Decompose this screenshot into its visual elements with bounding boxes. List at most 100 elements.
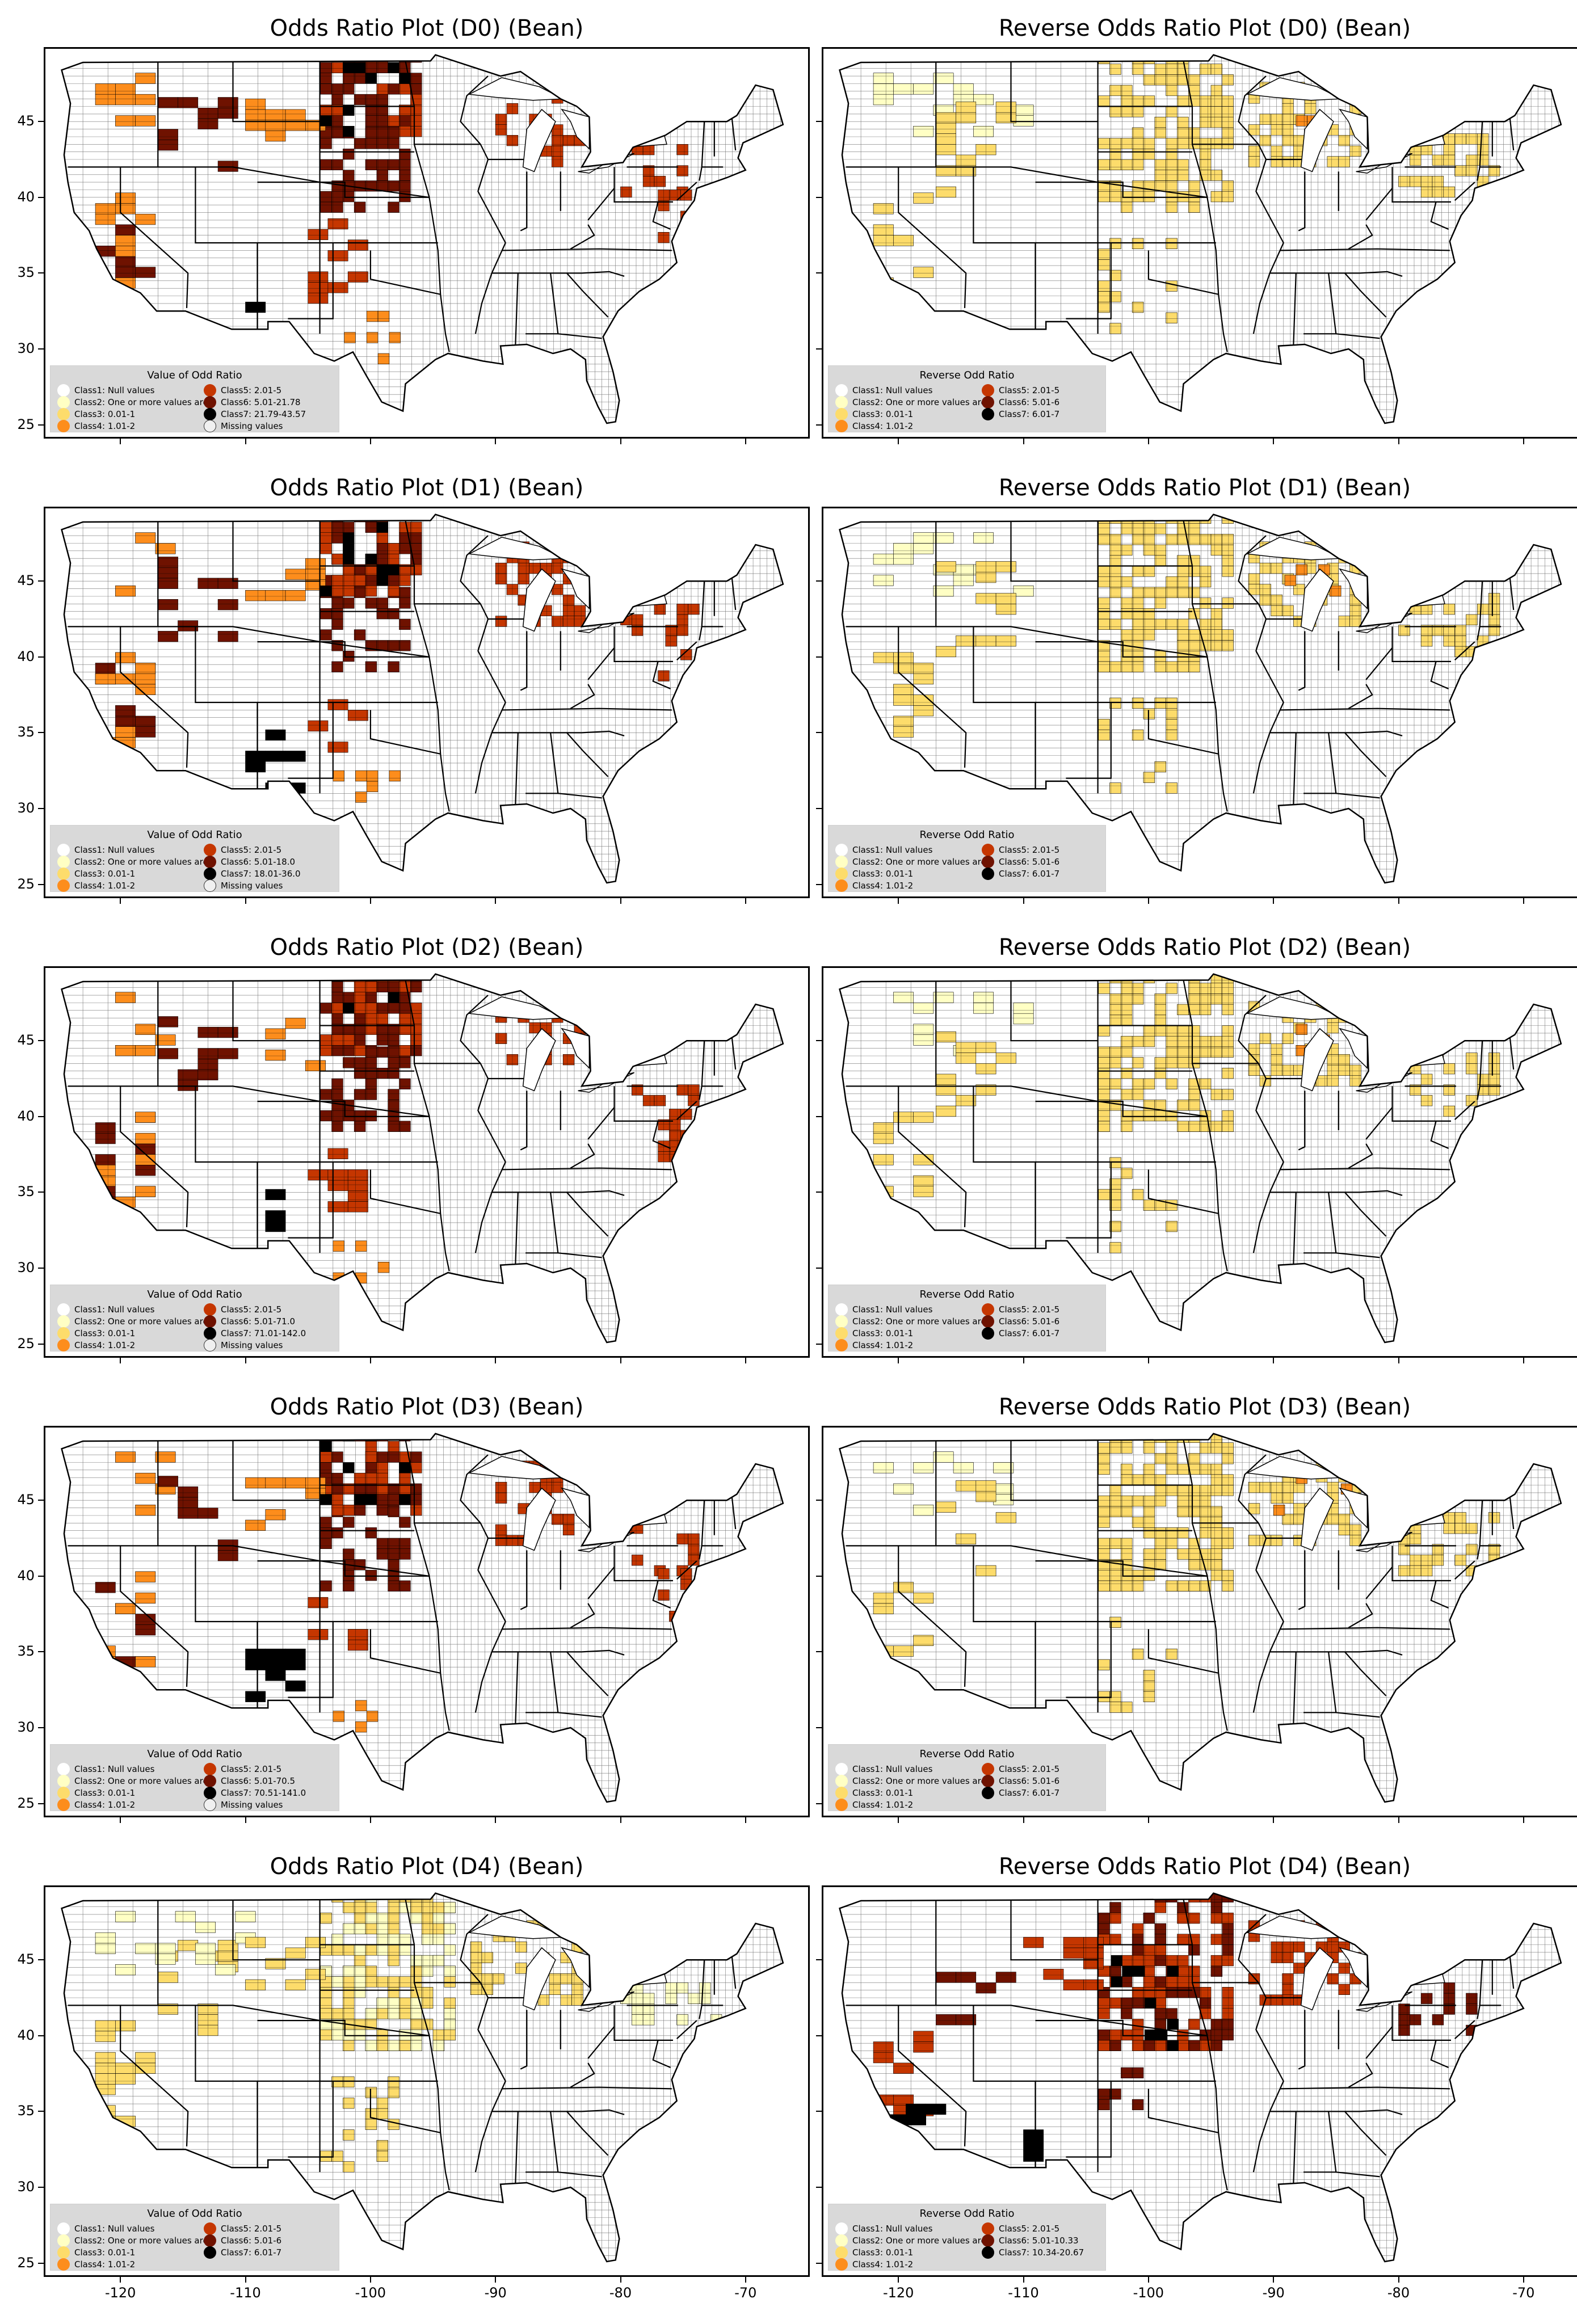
county-cell-class3 xyxy=(1132,95,1144,107)
county-cell-class3 xyxy=(1466,1544,1478,1555)
county-cell-class6 xyxy=(365,661,377,672)
county-cell-class7 xyxy=(343,126,355,137)
county-cell-class3 xyxy=(1143,1495,1155,1507)
county-cell-class3 xyxy=(936,186,956,198)
county-cell-class3 xyxy=(1488,614,1500,626)
legend-swatch xyxy=(982,384,994,397)
state-border xyxy=(491,2109,625,2115)
county-cell-class3 xyxy=(936,561,956,572)
legend-label: Class4: 1.01-2 xyxy=(852,2259,914,2270)
county-cell-class3 xyxy=(1109,64,1121,75)
county-cell-class5 xyxy=(562,552,575,563)
state-border xyxy=(1183,520,1228,812)
county-cell-class6 xyxy=(135,1143,156,1155)
y-tick xyxy=(816,1268,822,1269)
county-cell-class6 xyxy=(354,1121,366,1132)
legend-swatch xyxy=(982,1327,994,1340)
county-cell-class7 xyxy=(343,1462,355,1473)
great-lake xyxy=(1339,1947,1368,1989)
county-cell-class3 xyxy=(1199,106,1212,117)
county-cell-class3 xyxy=(1282,156,1294,167)
county-cell-class4 xyxy=(245,590,266,601)
legend-item: Class4: 1.01-2 xyxy=(57,879,135,892)
legend-swatch xyxy=(835,1303,848,1316)
county-cell-class3 xyxy=(1477,1565,1489,1577)
county-cell-class6 xyxy=(95,1186,116,1197)
county-cell-class6 xyxy=(158,631,178,642)
county-cell-class3 xyxy=(1132,1474,1144,1485)
county-cell-class3 xyxy=(432,1902,445,1913)
county-cell-class6 xyxy=(1132,2067,1144,2079)
county-cell-class3 xyxy=(1132,238,1144,250)
county-cell-class4 xyxy=(135,94,156,106)
x-tick xyxy=(1273,439,1275,444)
legend-swatch xyxy=(835,1327,848,1340)
legend-label: Class7: 6.01-7 xyxy=(999,409,1060,419)
county-cell-class6 xyxy=(1398,2024,1410,2036)
county-cell-class3 xyxy=(1222,597,1234,609)
county-cell-class3 xyxy=(1166,1580,1178,1592)
county-cell-class2 xyxy=(642,1993,655,2005)
legend-swatch xyxy=(982,1787,994,1799)
county-cell-class4 xyxy=(115,245,136,257)
county-cell-class3 xyxy=(365,1944,377,1956)
county-cell-class5 xyxy=(347,710,368,721)
county-cell-class5 xyxy=(1121,1955,1133,1967)
county-cell-class5 xyxy=(327,699,348,710)
county-cell-class6 xyxy=(1132,1934,1144,1945)
legend-label: Class7: 18.01-36.0 xyxy=(221,869,301,879)
y-tick xyxy=(38,424,44,426)
state-border xyxy=(1269,1649,1403,1656)
county-cell-class3 xyxy=(285,1979,306,1991)
state-border xyxy=(1238,1454,1285,1713)
county-cell-class5 xyxy=(495,1524,507,1536)
county-cell-class6 xyxy=(388,575,399,586)
county-cell-class5 xyxy=(399,1472,411,1484)
county-cell-class3 xyxy=(995,102,1016,113)
state-border xyxy=(68,2005,430,2036)
county-cell-class6 xyxy=(995,1972,1016,1983)
county-cell-class3 xyxy=(1098,1068,1110,1079)
county-cell-class3 xyxy=(1454,1523,1466,1534)
state-border xyxy=(1280,1167,1450,1171)
us-outline xyxy=(61,1433,784,1803)
state-border xyxy=(502,2086,672,2090)
x-tick xyxy=(620,898,621,904)
map-panel: Reverse Odd Ratio Class1: Null values Clas… xyxy=(822,1426,1577,1817)
us-outline xyxy=(839,1433,1562,1803)
county-cell-class3 xyxy=(1349,145,1361,157)
y-tick-label: 40 xyxy=(17,1108,35,1124)
county-cell-class5 xyxy=(1143,1976,1155,1988)
county-cell-class6 xyxy=(320,73,332,84)
state-border xyxy=(1365,647,1393,680)
legend-label: Class5: 2.01-5 xyxy=(221,385,282,395)
legend-label: Class7: 6.01-7 xyxy=(221,2247,282,2258)
county-cell-class3 xyxy=(388,1893,399,1903)
county-cell-class3 xyxy=(1098,1057,1110,1068)
county-cell-class3 xyxy=(1210,1506,1223,1517)
county-cell-class5 xyxy=(327,282,348,293)
county-cell-class5 xyxy=(1098,1997,1110,2009)
y-tick xyxy=(816,580,822,582)
county-cell-class6 xyxy=(365,597,377,609)
legend-label: Class3: 0.01-1 xyxy=(852,1788,914,1798)
county-cell-class4 xyxy=(355,1700,367,1711)
state-border xyxy=(1509,1955,1515,1989)
county-cell-class3 xyxy=(1177,1025,1189,1037)
county-cell-class3 xyxy=(1443,1084,1455,1096)
county-cell-class2 xyxy=(354,1965,366,1977)
state-border xyxy=(405,1439,450,1731)
y-tick-label: 35 xyxy=(17,264,35,281)
county-cell-class2 xyxy=(399,1944,411,1956)
county-cell-class5 xyxy=(642,1095,655,1106)
legend-item: Class4: 1.01-2 xyxy=(57,1339,135,1352)
us-outline xyxy=(61,54,784,424)
county-cell-class3 xyxy=(421,1893,434,1903)
county-cell-class6 xyxy=(343,1580,355,1592)
county-cell-class7 xyxy=(1167,2040,1179,2051)
y-tick-label: 45 xyxy=(17,1951,35,1968)
county-cell-class3 xyxy=(1154,1495,1167,1507)
legend-swatch xyxy=(835,1775,848,1787)
county-cell-class2 xyxy=(354,1944,366,1956)
map-legend: Value of Odd Ratio Class1: Null values Cla… xyxy=(50,1744,339,1811)
